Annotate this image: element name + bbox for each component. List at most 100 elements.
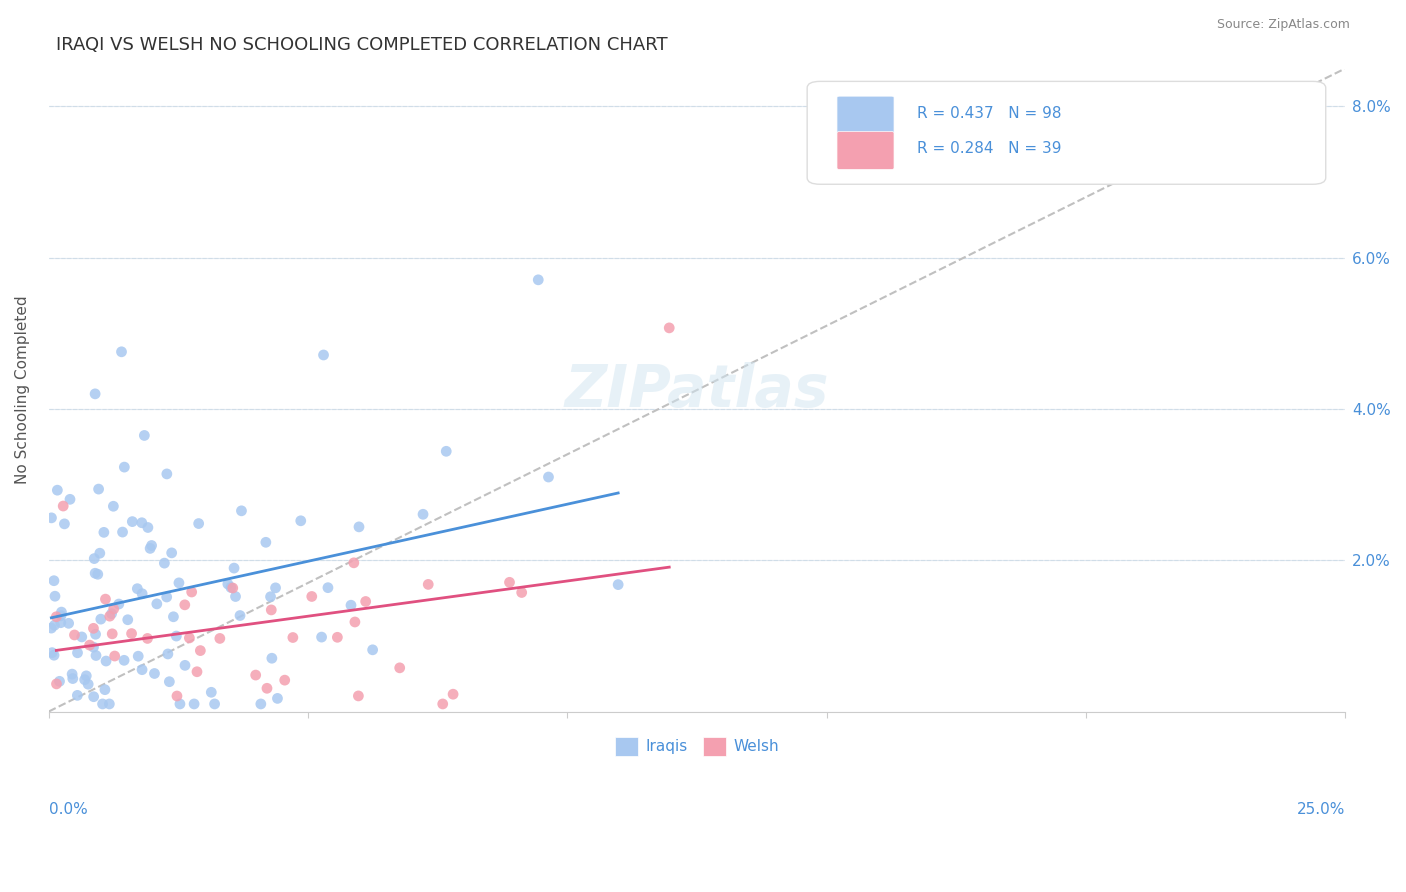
Text: 0.0%: 0.0% <box>49 802 87 817</box>
Point <box>75 669 97 683</box>
Point <box>200 685 222 699</box>
Point <box>110 344 132 359</box>
Point <box>112 460 135 475</box>
Point <box>73 673 96 687</box>
Text: IRAQI VS WELSH NO SCHOOLING COMPLETED CORRELATION CHART: IRAQI VS WELSH NO SCHOOLING COMPLETED CO… <box>56 36 668 54</box>
Point <box>63 628 86 642</box>
Point <box>412 508 434 522</box>
Point <box>42 574 65 588</box>
Point <box>59 492 82 507</box>
Point <box>343 556 366 570</box>
Point <box>83 690 105 704</box>
Point <box>260 651 283 665</box>
Point <box>45 609 67 624</box>
Point <box>44 618 66 632</box>
Point <box>49 608 72 623</box>
Point <box>87 482 110 496</box>
Point <box>274 673 297 688</box>
Point <box>131 587 153 601</box>
FancyBboxPatch shape <box>837 131 894 169</box>
Point <box>48 674 70 689</box>
Point <box>179 631 201 645</box>
Point <box>94 654 117 668</box>
Point <box>187 516 209 531</box>
Point <box>157 674 180 689</box>
Point <box>658 321 681 335</box>
Point <box>498 575 520 590</box>
Point <box>136 632 159 646</box>
Point <box>160 546 183 560</box>
Point <box>94 592 117 607</box>
Point <box>84 648 107 663</box>
Text: 25.0%: 25.0% <box>1296 802 1346 817</box>
Point <box>225 590 247 604</box>
Point <box>89 546 111 560</box>
Point <box>222 581 245 595</box>
Point <box>204 697 226 711</box>
Text: R = 0.437   N = 98: R = 0.437 N = 98 <box>917 106 1062 121</box>
Point <box>79 638 101 652</box>
Point <box>103 500 125 514</box>
Point <box>84 566 107 581</box>
Point <box>340 599 363 613</box>
Point <box>208 632 231 646</box>
Point <box>156 467 179 481</box>
Point <box>127 649 149 664</box>
Point <box>94 682 117 697</box>
Point <box>112 653 135 667</box>
Point <box>98 609 121 624</box>
Point <box>45 677 67 691</box>
FancyBboxPatch shape <box>837 96 894 134</box>
Point <box>52 499 75 513</box>
Point <box>186 665 208 679</box>
Point <box>46 483 69 498</box>
Point <box>101 627 124 641</box>
Point <box>41 621 63 635</box>
Point <box>510 585 533 599</box>
Point <box>104 648 127 663</box>
Point <box>156 590 179 604</box>
Point <box>219 581 242 595</box>
Point <box>432 697 454 711</box>
Point <box>66 689 89 703</box>
Point <box>100 607 122 621</box>
Point <box>312 348 335 362</box>
Point <box>58 616 80 631</box>
Point <box>117 613 139 627</box>
Point <box>91 697 114 711</box>
Point <box>121 515 143 529</box>
Point <box>51 605 73 619</box>
Point <box>281 631 304 645</box>
Point <box>418 577 440 591</box>
Point <box>62 672 84 686</box>
Point <box>131 663 153 677</box>
Point <box>301 590 323 604</box>
Point <box>139 541 162 556</box>
Y-axis label: No Schooling Completed: No Schooling Completed <box>15 296 30 484</box>
Text: ZIPatlas: ZIPatlas <box>565 361 830 418</box>
Point <box>131 516 153 530</box>
Point <box>90 612 112 626</box>
Point <box>250 697 273 711</box>
Point <box>169 697 191 711</box>
Point <box>388 661 411 675</box>
Point <box>537 470 560 484</box>
Point <box>83 551 105 566</box>
Point <box>41 646 63 660</box>
Point <box>259 590 281 604</box>
Point <box>361 642 384 657</box>
Point <box>93 525 115 540</box>
Point <box>266 691 288 706</box>
Point <box>143 666 166 681</box>
Point <box>153 556 176 570</box>
Point <box>166 689 188 703</box>
Point <box>127 582 149 596</box>
Point <box>347 689 370 703</box>
Point <box>87 567 110 582</box>
Point <box>70 630 93 644</box>
Point <box>41 511 63 525</box>
Point <box>121 626 143 640</box>
Point <box>316 581 339 595</box>
Point <box>84 387 107 401</box>
Point <box>136 520 159 534</box>
